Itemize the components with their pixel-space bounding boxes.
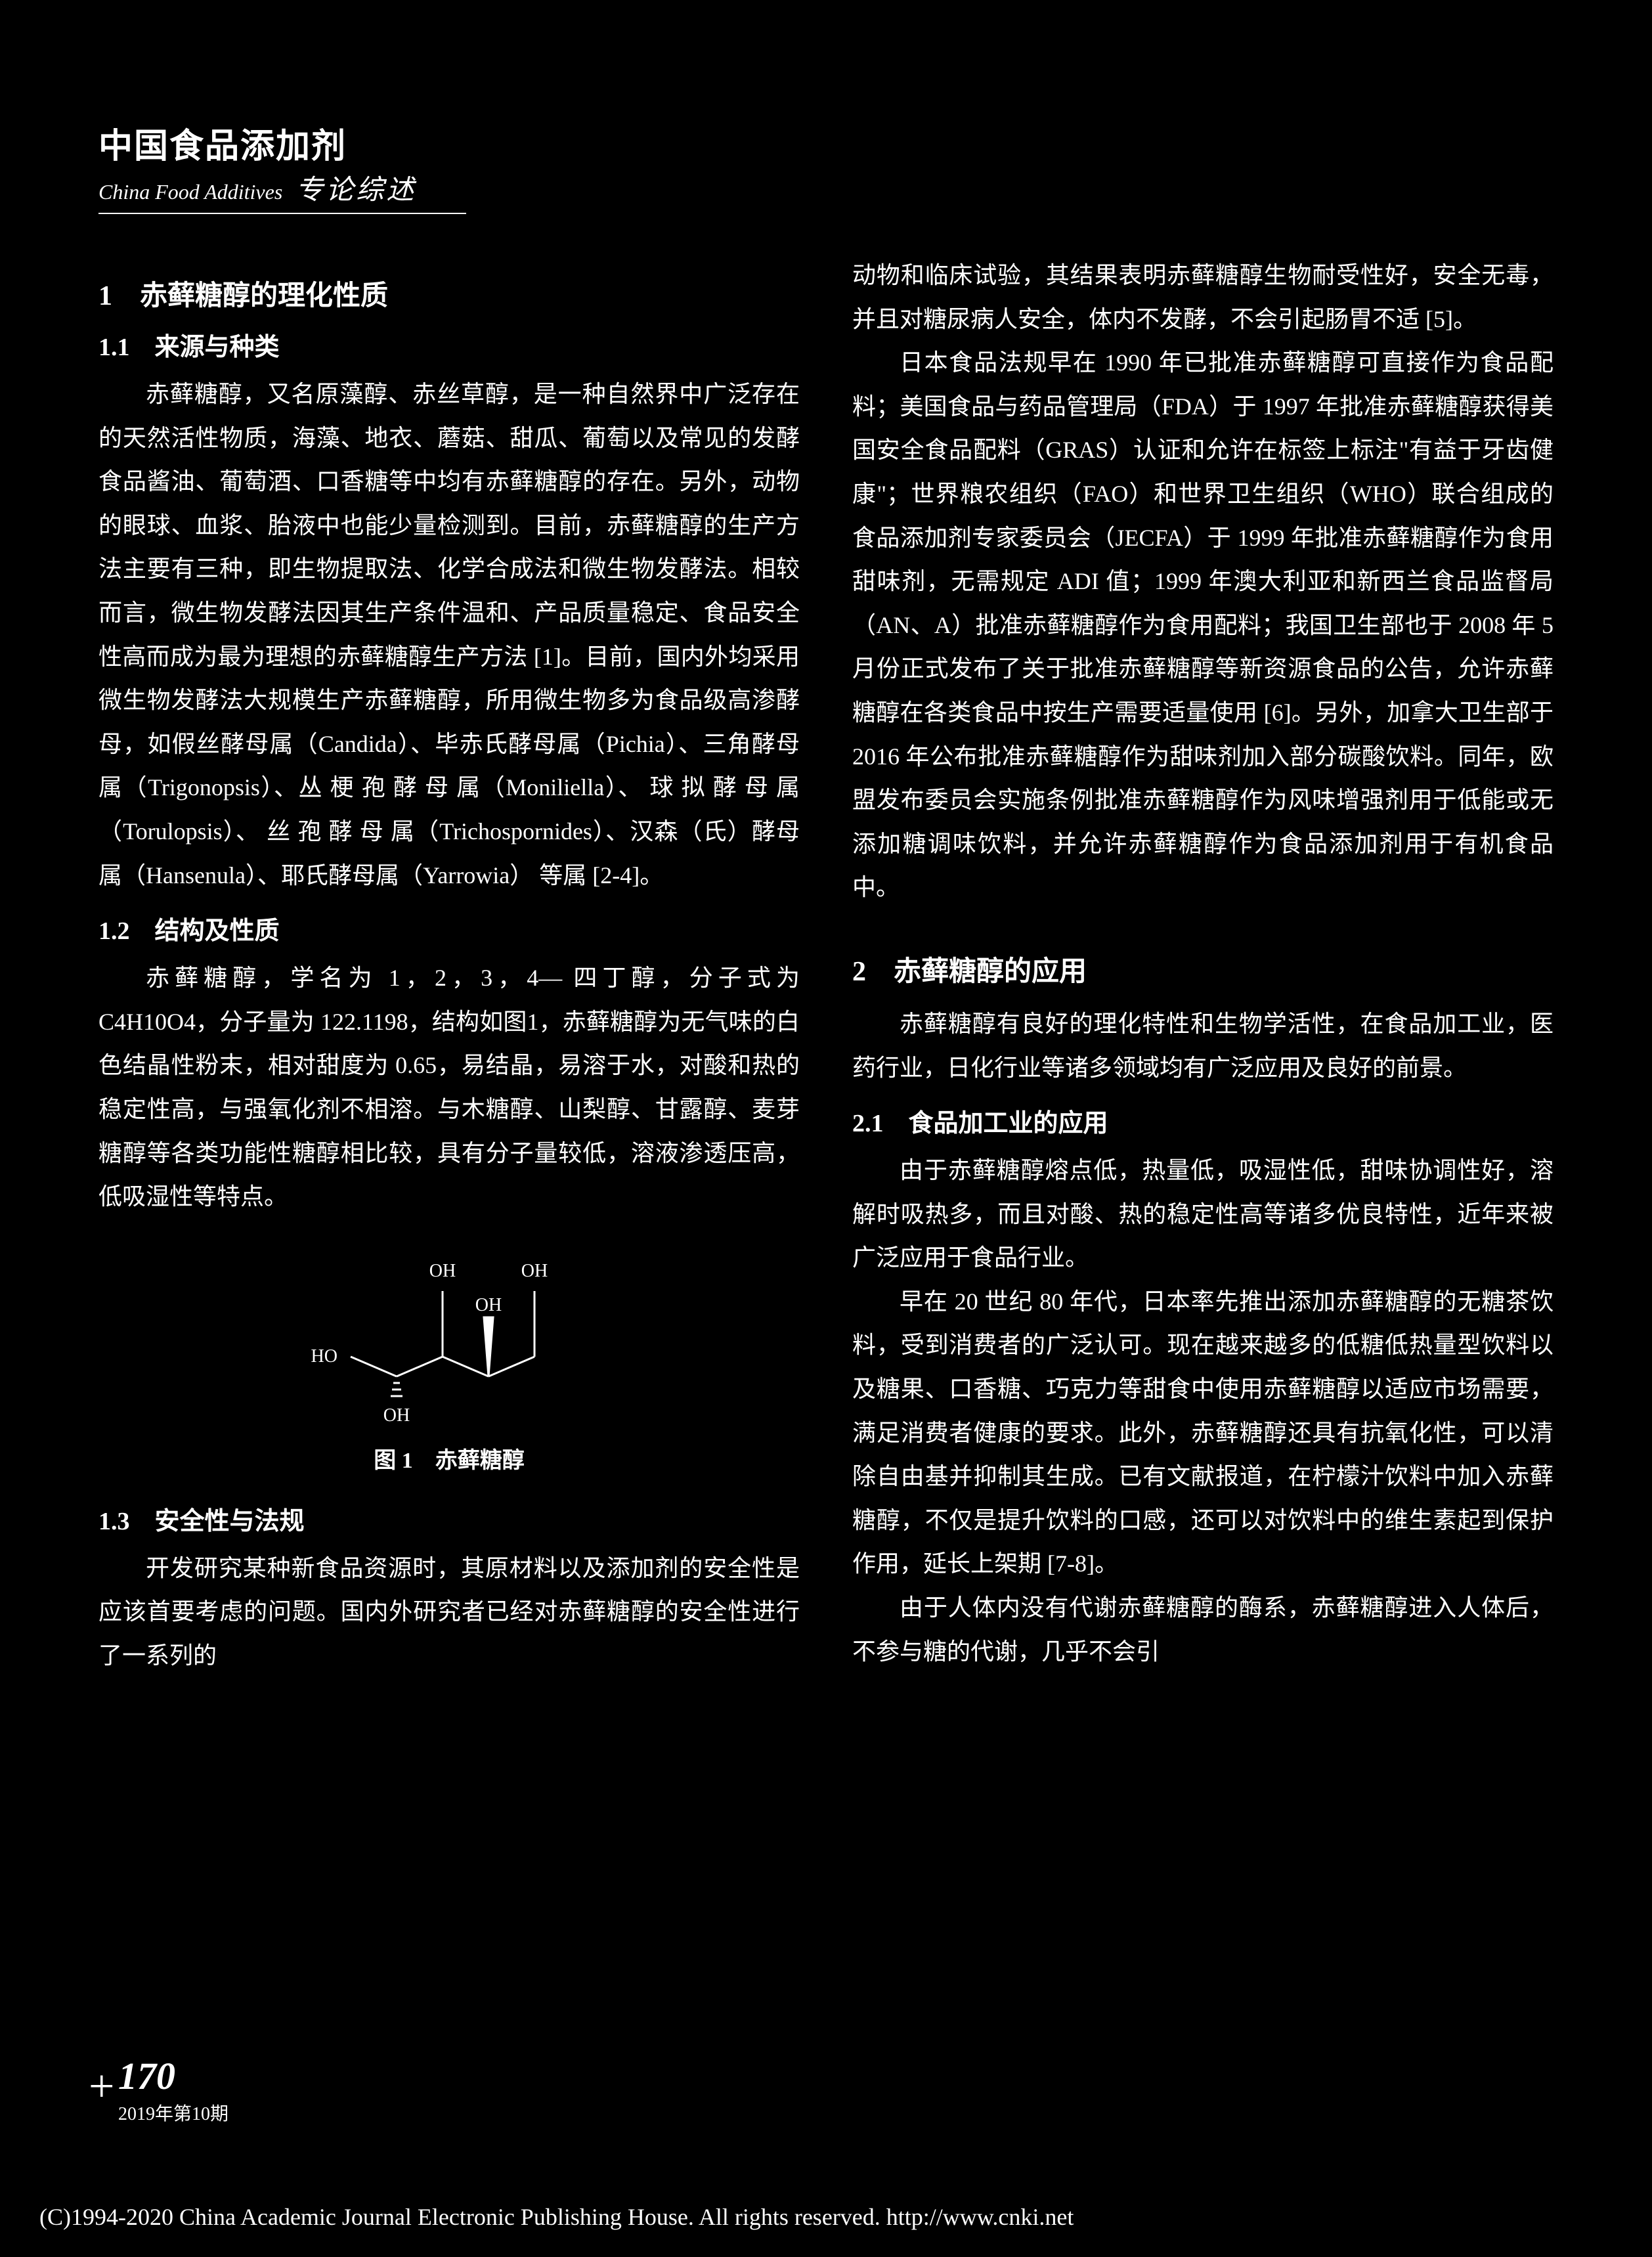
- section-2-1-p1: 由于赤藓糖醇熔点低，热量低，吸湿性低，甜味协调性好，溶解时吸热多，而且对酸、热的…: [852, 1149, 1554, 1280]
- figure-1: OH OH HO OH OH 图 1 赤藓糖醇: [98, 1245, 800, 1474]
- figure-1-caption: 图 1 赤藓糖醇: [98, 1442, 800, 1474]
- section-1-2-title: 1.2 结构及性质: [98, 910, 800, 946]
- fig-label-oh-top-left: OH: [429, 1261, 456, 1281]
- fig-label-oh-wedge: OH: [475, 1295, 502, 1315]
- fig-label-ho: HO: [311, 1346, 337, 1367]
- section-1-2-body: 赤藓糖醇，学名为 1，2，3，4— 四丁醇，分子式为 C4H10O4，分子量为 …: [98, 956, 800, 1219]
- right-body-2: 日本食品法规早在 1990 年已批准赤藓糖醇可直接作为食品配料；美国食品与药品管…: [852, 341, 1554, 909]
- section-1-title: 1 赤藓糖醇的理化性质: [98, 273, 800, 313]
- section-1-3-title: 1.3 安全性与法规: [98, 1501, 800, 1537]
- journal-subheader: China Food Additives 专论综述: [98, 167, 466, 208]
- section-2-1-p3: 由于人体内没有代谢赤藓糖醇的酶系，赤藓糖醇进入人体后，不参与糖的代谢，几乎不会引: [852, 1586, 1554, 1673]
- section-1-1-body: 赤藓糖醇，又名原藻醇、赤丝草醇，是一种自然界中广泛存在的天然活性物质，海藻、地衣…: [98, 372, 800, 897]
- erythritol-structure-svg: OH OH HO OH OH: [311, 1245, 587, 1429]
- journal-header: 中国食品添加剂 China Food Additives 专论综述: [98, 118, 466, 214]
- page-footer: + 170 2019年第10期: [118, 2054, 228, 2126]
- left-column: 1 赤藓糖醇的理化性质 1.1 来源与种类 赤藓糖醇，又名原藻醇、赤丝草醇，是一…: [98, 253, 800, 1677]
- right-body-1: 动物和临床试验，其结果表明赤藓糖醇生物耐受性好，安全无毒，并且对糖尿病人安全，体…: [852, 253, 1554, 341]
- section-label: 专论综述: [295, 167, 416, 208]
- two-column-layout: 1 赤藓糖醇的理化性质 1.1 来源与种类 赤藓糖醇，又名原藻醇、赤丝草醇，是一…: [98, 253, 1554, 1677]
- section-2-intro: 赤藓糖醇有良好的理化特性和生物学活性，在食品加工业，医药行业，日化行业等诸多领域…: [852, 1002, 1554, 1089]
- page-cross-icon: +: [89, 2061, 114, 2113]
- fig-label-oh-bottom: OH: [383, 1405, 410, 1426]
- journal-title-cn: 中国食品添加剂: [98, 118, 466, 167]
- right-column: 动物和临床试验，其结果表明赤藓糖醇生物耐受性好，安全无毒，并且对糖尿病人安全，体…: [852, 253, 1554, 1677]
- fig-label-oh-top-right: OH: [521, 1261, 548, 1281]
- section-2-1-p2: 早在 20 世纪 80 年代，日本率先推出添加赤藓糖醇的无糖茶饮料，受到消费者的…: [852, 1280, 1554, 1586]
- section-2-1-title: 2.1 食品加工业的应用: [852, 1103, 1554, 1139]
- section-1-3-body: 开发研究某种新食品资源时，其原材料以及添加剂的安全性是应该首要考虑的问题。国内外…: [98, 1546, 800, 1678]
- section-1-1-title: 1.1 来源与种类: [98, 326, 800, 362]
- page-issue: 2019年第10期: [118, 2099, 228, 2126]
- journal-title-en: China Food Additives: [98, 180, 282, 204]
- section-2-title: 2 赤藓糖醇的应用: [852, 949, 1554, 989]
- page-number: 170: [118, 2054, 228, 2098]
- copyright-line: (C)1994-2020 China Academic Journal Elec…: [39, 2203, 1074, 2231]
